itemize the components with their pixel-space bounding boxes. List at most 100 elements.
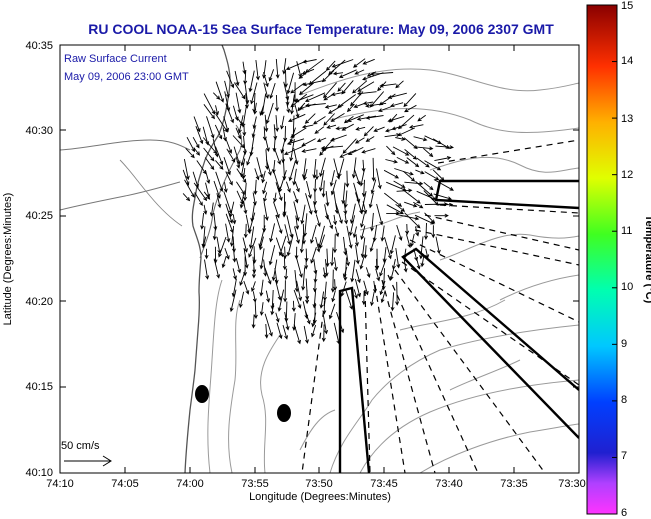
- current-vector: [289, 138, 295, 162]
- current-vector: [248, 237, 257, 258]
- current-vector: [299, 235, 304, 254]
- current-vector: [224, 247, 230, 260]
- current-vector: [435, 236, 441, 255]
- current-vector: [403, 257, 408, 273]
- current-vector: [290, 82, 305, 94]
- current-vector: [262, 181, 268, 195]
- current-vector: [370, 212, 374, 232]
- current-vector: [284, 69, 288, 88]
- current-vector: [344, 214, 349, 225]
- current-vector: [368, 192, 374, 209]
- current-vector: [343, 202, 348, 215]
- current-vector: [259, 279, 264, 297]
- current-vector: [251, 126, 256, 138]
- colorbar-tick-label: 11: [621, 225, 632, 237]
- current-vector: [379, 280, 386, 296]
- current-vector: [251, 314, 256, 329]
- current-vector: [375, 268, 381, 282]
- current-vector: [225, 103, 234, 124]
- current-vector: [391, 124, 407, 131]
- current-vector: [348, 215, 356, 237]
- current-vector: [185, 147, 195, 159]
- current-vector: [204, 169, 211, 185]
- current-vector: [330, 247, 335, 267]
- current-vector: [229, 289, 237, 313]
- current-vector: [376, 168, 382, 190]
- current-vector: [269, 82, 276, 100]
- current-vector: [306, 180, 312, 199]
- current-vector: [305, 311, 311, 325]
- current-vector: [338, 69, 357, 78]
- creek-outline: [119, 159, 183, 227]
- current-vector: [253, 102, 258, 115]
- current-vector: [424, 212, 436, 224]
- current-vector: [341, 123, 354, 131]
- current-vector: [304, 113, 316, 124]
- y-axis-title: Latitude (Degrees:Minutes): [2, 193, 14, 326]
- current-vector: [232, 214, 237, 225]
- current-vector: [226, 70, 235, 89]
- current-vector: [221, 255, 227, 269]
- current-vector: [353, 169, 361, 186]
- current-vector: [359, 256, 365, 270]
- current-vector: [328, 104, 344, 114]
- current-vector: [310, 246, 317, 264]
- current-vector: [355, 269, 361, 284]
- current-vector: [272, 201, 280, 219]
- current-vector: [413, 201, 424, 209]
- current-vector: [318, 169, 325, 192]
- current-vector: [341, 182, 346, 205]
- current-vector: [392, 146, 410, 156]
- river-outline: [60, 181, 181, 211]
- current-vector: [369, 72, 394, 77]
- current-vector: [264, 114, 269, 133]
- current-vector: [424, 171, 440, 181]
- current-vector: [326, 213, 334, 230]
- current-vector: [314, 169, 319, 181]
- bay-shore: [60, 139, 191, 151]
- x-axis-title: Longitude (Degrees:Minutes): [249, 491, 391, 503]
- current-vector: [393, 180, 406, 188]
- colorbar-tick-label: 13: [621, 113, 633, 125]
- current-vector: [349, 203, 356, 224]
- current-vector: [361, 290, 366, 306]
- current-vector: [314, 126, 325, 134]
- current-vector: [223, 157, 231, 176]
- current-vector: [351, 157, 357, 179]
- current-vector: [238, 291, 245, 309]
- current-vector: [405, 223, 410, 235]
- current-vector: [263, 259, 268, 277]
- current-vector: [236, 168, 247, 184]
- current-vector: [328, 303, 336, 320]
- current-vector: [229, 225, 235, 247]
- current-vector: [301, 138, 316, 147]
- current-vector: [433, 193, 452, 201]
- current-vector: [345, 290, 354, 310]
- current-vector: [303, 325, 309, 344]
- current-vector: [193, 147, 200, 156]
- current-vector: [325, 248, 330, 268]
- current-vector: [234, 70, 240, 87]
- coastline: [184, 45, 231, 473]
- colorbar: 15 14 13 12 11 10 9 8 7 6 Temperature (°…: [586, 0, 651, 519]
- current-vector: [203, 191, 211, 200]
- current-vector: [203, 93, 216, 115]
- current-vector: [248, 70, 255, 93]
- current-vector: [201, 236, 207, 249]
- current-vector: [431, 225, 436, 239]
- current-vector: [312, 158, 317, 179]
- current-vector: [330, 269, 335, 293]
- current-vector: [193, 182, 208, 202]
- current-vector: [265, 290, 271, 303]
- colorbar-ticks: [612, 4, 617, 515]
- current-vector: [203, 104, 215, 120]
- x-tick-labels: 74:10 74:05 74:00 73:55 73:50 73:45 73:4…: [46, 478, 586, 490]
- current-vector: [379, 83, 397, 88]
- current-vector: [294, 270, 299, 293]
- current-vector: [396, 156, 410, 164]
- current-vector: [204, 157, 215, 171]
- current-vector: [232, 268, 237, 281]
- current-vector: [294, 94, 314, 103]
- current-vector: [250, 82, 258, 105]
